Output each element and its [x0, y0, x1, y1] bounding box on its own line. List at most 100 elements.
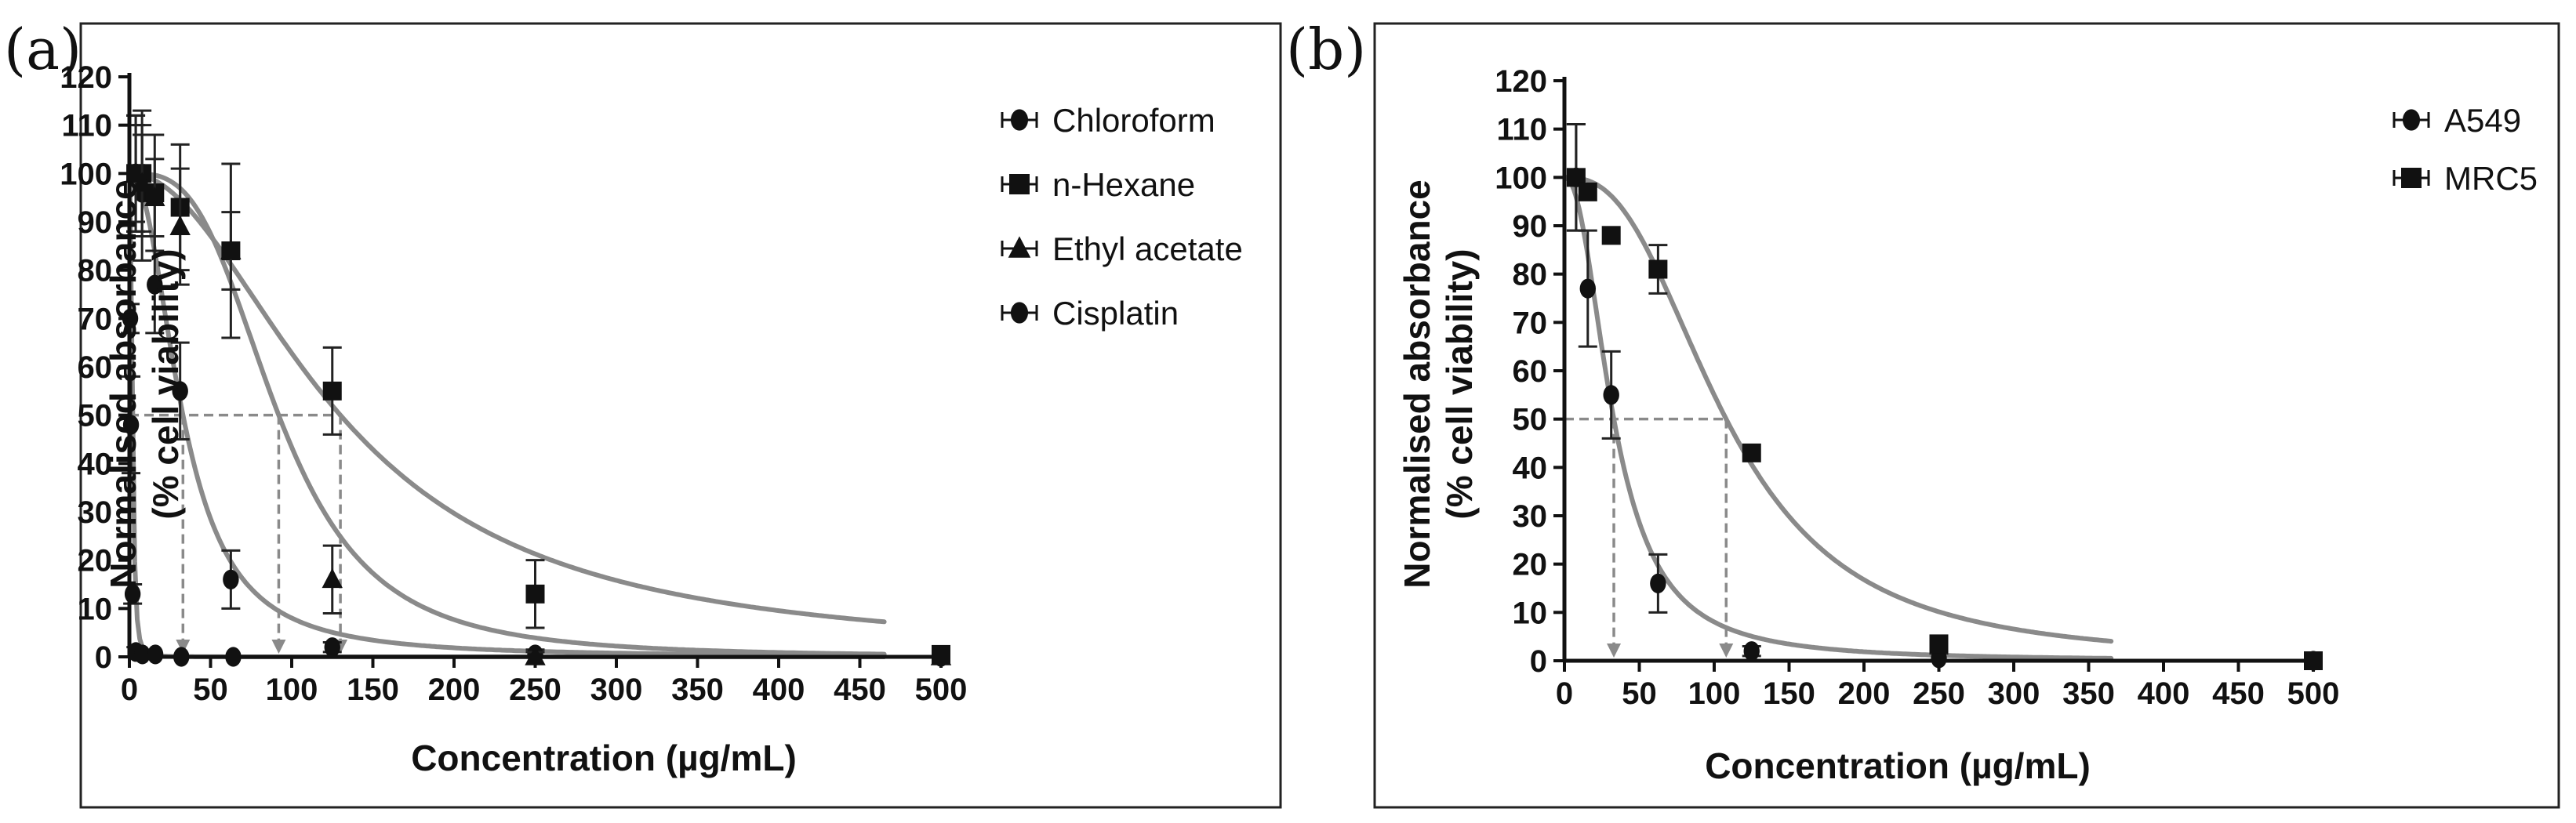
panel-b-y-tick-label: 0 [1530, 644, 1547, 679]
panel-a-point-chloroform [223, 569, 239, 589]
panel-b-point-mrc5 [1742, 443, 1761, 462]
panel-a-y-axis-label-line1: Normalised absorbance [103, 179, 144, 589]
legend-label-ethyl-acetate: Ethyl acetate [1052, 230, 1243, 267]
panel-a-x-tick-label: 0 [121, 673, 138, 707]
panel-a-point-ethyl-acetate [220, 239, 242, 259]
panel-a-point-ethyl-acetate [169, 215, 191, 235]
panel-b-y-tick-label: 70 [1513, 306, 1548, 340]
panel-b-x-tick-label: 100 [1688, 676, 1741, 711]
panel-b-y-tick-label: 50 [1513, 403, 1548, 437]
panel-b-y-tick-label: 30 [1513, 499, 1548, 534]
panel-a-x-axis-label: Concentration (µg/mL) [411, 738, 797, 778]
panel-a-point-chloroform [324, 637, 340, 658]
panel-a-x-tick-label: 350 [671, 673, 724, 707]
panel-b-y-tick-label: 60 [1513, 354, 1548, 389]
legend-marker-ethyl-acetate [1008, 236, 1031, 258]
panel-b-point-mrc5 [1929, 634, 1949, 654]
panel-a-x-tick-label: 450 [834, 673, 886, 707]
panel-a-y-tick-label: 70 [78, 302, 113, 336]
panel-b-point-a549 [1579, 278, 1596, 299]
panel-b-point-mrc5 [1648, 259, 1668, 279]
panel-b-y-axis-label-line2: (% cell viability) [1439, 248, 1480, 519]
panel-b: (b) 0 50 100 150 200 250 300 350 400 450 500 0 10 20 3… [1286, 16, 2560, 809]
panel-b-axes: 0 50 100 150 200 250 300 350 400 450 500 0 10 20 30 40 5… [1495, 64, 2339, 711]
panel-a-x-tick-label: 250 [509, 673, 561, 707]
panel-b-x-tick-label: 200 [1838, 676, 1891, 711]
panel-b-x-tick-label: 250 [1913, 676, 1965, 711]
panel-a-ic50-arrowhead [271, 640, 286, 654]
panel-a-x-tick-label: 500 [915, 673, 968, 707]
panel-b-y-tick-label: 40 [1513, 451, 1548, 485]
panel-a-legend: Chloroform n-Hexane Ethyl acetate Cisplatin [1001, 102, 1243, 332]
panel-a-guides [129, 413, 348, 654]
panel-b-y-tick-label: 90 [1513, 209, 1548, 244]
panel-a-y-tick-label: 20 [78, 544, 113, 578]
panel-a-y-tick-label: 120 [60, 60, 112, 95]
panel-b-ic50-arrowhead [1607, 644, 1622, 658]
panel-a-point-cisplatin [147, 644, 164, 665]
panel-b-legend: A549 MRC5 [2393, 102, 2538, 197]
panel-a-fit-curve-ethyl-acetate [127, 171, 887, 657]
panel-a-frame [79, 22, 1282, 809]
panel-a-y-tick-label: 0 [95, 640, 112, 675]
panel-a-x-tick-label: 400 [753, 673, 805, 707]
legend-label-cisplatin: Cisplatin [1052, 295, 1179, 332]
panel-b-y-tick-label: 120 [1495, 64, 1547, 99]
panel-a-y-tick-label: 30 [78, 495, 113, 530]
legend-label-chloroform: Chloroform [1052, 102, 1215, 139]
panel-b-x-tick-label: 50 [1622, 676, 1657, 711]
panel-b-x-tick-label: 500 [2287, 676, 2340, 711]
panel-a-fit-curve-n-hexane [127, 171, 887, 625]
panel-a-y-tick-label: 50 [78, 399, 113, 433]
panel-a-x-tick-label: 50 [193, 673, 228, 707]
legend-marker-mrc5 [2401, 168, 2422, 188]
panel-a-y-tick-label: 100 [60, 157, 112, 191]
legend-marker-cisplatin [1010, 302, 1029, 324]
panel-b-point-mrc5 [1578, 182, 1597, 201]
panel-a-y-tick-label: 90 [78, 205, 113, 240]
panel-a-y-tick-label: 80 [78, 254, 113, 288]
panel-a-y-tick-label: 110 [61, 109, 112, 143]
panel-b-x-tick-label: 400 [2138, 676, 2190, 711]
panel-b-ic50-arrowhead [1719, 644, 1734, 658]
panel-a-point-ethyl-acetate [131, 172, 153, 192]
panel-b-point-a549 [1603, 385, 1619, 405]
panel-a-point-ethyl-acetate [144, 186, 165, 206]
panel-a-point-chloroform [147, 274, 163, 295]
panel-b-x-tick-label: 350 [2062, 676, 2115, 711]
panel-b-point-a549 [1650, 573, 1666, 593]
panel-b-label: (b) [1286, 16, 1366, 82]
panel-b-x-tick-label: 0 [1556, 676, 1573, 711]
legend-label-mrc5: MRC5 [2444, 160, 2538, 197]
panel-b-fit-curve-mrc5 [1562, 175, 2114, 644]
panel-b-markers [1566, 123, 2323, 671]
panel-b-point-a549 [1743, 641, 1760, 662]
panel-b-y-tick-label: 10 [1513, 596, 1548, 630]
panel-a-point-n-hexane [525, 584, 545, 604]
panel-b-x-axis-label: Concentration (µg/mL) [1705, 745, 2091, 786]
panel-a-x-tick-label: 100 [266, 673, 318, 707]
panel-b-guides [1564, 417, 1734, 658]
panel-b-fit-curve-a549 [1562, 175, 2114, 661]
panel-b-y-tick-label: 110 [1496, 113, 1547, 147]
panel-b-y-tick-label: 100 [1495, 161, 1547, 195]
legend-marker-chloroform [1010, 109, 1029, 131]
legend-label-a549: A549 [2444, 102, 2521, 139]
legend-marker-a549 [2402, 109, 2421, 131]
panel-b-frame [1373, 22, 2560, 809]
panel-b-x-tick-label: 150 [1763, 676, 1815, 711]
panel-a-ic50-arrowhead [176, 640, 191, 654]
panel-b-y-tick-label: 20 [1513, 548, 1548, 582]
panel-a-axes: 0 50 100 150 200 250 300 350 400 450 500 0 10 20 30 40 5… [60, 60, 967, 707]
legend-marker-n-hexane [1009, 174, 1030, 194]
panel-a-y-axis-label-line2: (% cell viability) [145, 248, 186, 519]
panel-a-y-tick-label: 60 [78, 350, 113, 385]
panel-a-point-cisplatin [134, 644, 151, 665]
panel-a-label: (a) [4, 16, 82, 82]
panel-a-x-tick-label: 200 [428, 673, 481, 707]
panel-b-x-tick-label: 300 [1988, 676, 2040, 711]
panel-a-x-tick-label: 300 [590, 673, 643, 707]
panel-a-point-ethyl-acetate [322, 567, 343, 589]
panel-a: (a) 0 50 100 150 200 250 300 350 400 450 500 0 10 20 3… [4, 16, 1282, 809]
